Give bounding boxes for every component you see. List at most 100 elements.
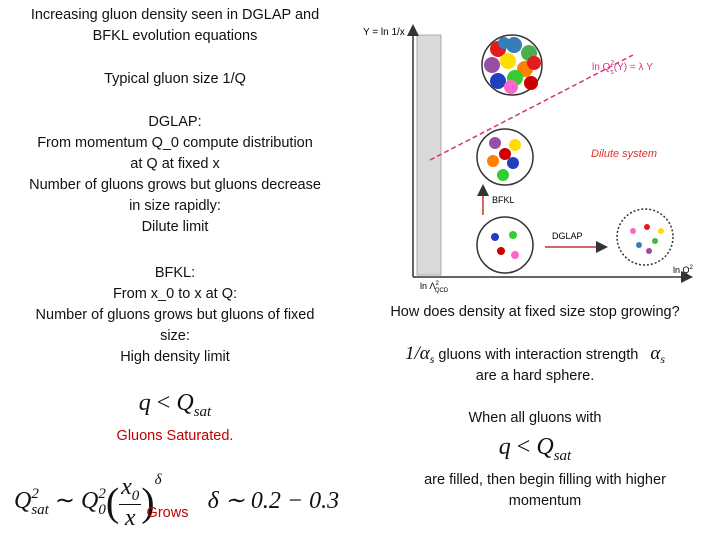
- math: sat: [193, 403, 212, 420]
- shaded-region: [416, 34, 442, 276]
- intro: Increasing gluon density seen in DGLAP a…: [0, 5, 350, 47]
- math: α: [650, 343, 661, 364]
- text-line: From momentum Q_0 compute distribution: [37, 135, 313, 151]
- gluon: [498, 37, 510, 49]
- text-line: DGLAP:: [148, 114, 202, 130]
- math: Q: [176, 390, 194, 416]
- saturation-line: [429, 54, 634, 161]
- gluon: [658, 228, 664, 234]
- x-axis-label: ln Q2: [673, 265, 694, 275]
- gluon: [507, 157, 519, 169]
- grows-label: Grows: [146, 505, 189, 521]
- gluon: [499, 148, 511, 160]
- text-line: From x_0 to x at Q:: [112, 286, 238, 302]
- math: q: [498, 434, 511, 460]
- math: 0: [98, 502, 106, 519]
- saturated-label: Gluons Saturated.: [116, 428, 234, 444]
- math: sat: [553, 447, 572, 464]
- math: ∼: [54, 488, 75, 514]
- saturation-line-label: ln Q2 s(Y) = λ Y: [592, 60, 653, 76]
- text-line: in size rapidly:: [129, 198, 221, 214]
- math: s: [429, 351, 435, 366]
- math: 1/α: [404, 343, 430, 364]
- gluon: [527, 56, 541, 70]
- math: δ ∼ 0.2 − 0.3: [207, 488, 340, 514]
- text-line: Number of gluons grows but gluons of fix…: [35, 307, 315, 323]
- math: 2: [98, 486, 106, 503]
- y-axis-label: Y = ln 1/x: [363, 27, 405, 38]
- math: x: [124, 504, 136, 531]
- gluon: [646, 248, 652, 254]
- text-line: Dilute limit: [141, 219, 209, 235]
- gluon: [509, 231, 517, 239]
- gluon: [484, 57, 500, 73]
- text-line: at Q at fixed x: [130, 156, 220, 172]
- text-line: Increasing gluon density seen in DGLAP a…: [30, 7, 320, 23]
- question: How does density at fixed size stop grow…: [390, 304, 680, 320]
- text-line: momentum: [508, 493, 582, 509]
- circle-outline: [616, 208, 674, 266]
- text-line: BFKL evolution equations: [92, 28, 258, 44]
- math: Q: [14, 488, 32, 514]
- gluon: [491, 233, 499, 241]
- filled-block: are filled, then begin filling with high…: [360, 470, 720, 512]
- text-line: Number of gluons grows but gluons decrea…: [29, 177, 321, 193]
- gluon: [504, 80, 518, 94]
- x-axis-start-label: ln Λ2 QCD: [420, 281, 449, 294]
- text-line: BFKL:: [154, 265, 196, 281]
- label-part: 2: [610, 60, 614, 67]
- diagram: Y = ln 1/x ln Q2 s(Y) = λ Y Dilute system…: [363, 24, 694, 294]
- gluon: [636, 242, 642, 248]
- dilute-label: Dilute system: [591, 148, 657, 160]
- label-part: 2: [436, 281, 440, 287]
- math: <: [156, 390, 171, 416]
- bfkl-block: BFKL: From x_0 to x at Q: Number of gluo…: [0, 263, 350, 368]
- math: Q: [80, 488, 99, 514]
- hard-sphere: are a hard sphere.: [475, 368, 595, 384]
- saturation-condition: q < Qsat: [350, 432, 720, 471]
- text: gluons with interaction strength: [434, 347, 643, 363]
- label-part: ln Q: [673, 265, 690, 275]
- math: s: [660, 351, 666, 366]
- gluon: [490, 73, 506, 89]
- alpha-line: 1/αs gluons with interaction strength αs: [350, 342, 720, 371]
- gluon: [497, 247, 505, 255]
- gluon: [652, 238, 658, 244]
- math: Q: [536, 434, 554, 460]
- dglap-block: DGLAP: From momentum Q_0 compute distrib…: [0, 112, 350, 238]
- label-part: ln Q: [592, 62, 611, 73]
- label-part: s: [610, 69, 614, 76]
- math: <: [516, 434, 531, 460]
- math: 0: [131, 487, 140, 504]
- text-line: are filled, then begin filling with high…: [424, 472, 666, 488]
- gluon: [506, 37, 522, 53]
- typical-size: Typical gluon size 1/Q: [104, 71, 246, 87]
- gluon: [487, 155, 499, 167]
- gluon: [509, 139, 521, 151]
- gluon: [489, 137, 501, 149]
- math: x: [121, 473, 132, 500]
- math: sat: [31, 502, 49, 519]
- text-line: High density limit: [120, 349, 230, 365]
- saturation-scale: Q 2 sat ∼ Q 2 0(x0 x)δ δ ∼ 0.2 − 0.3: [14, 472, 340, 531]
- text-line: size:: [160, 328, 190, 344]
- gluon: [497, 169, 509, 181]
- when-line: When all gluons with: [468, 410, 602, 426]
- math: δ: [154, 472, 162, 488]
- saturation-condition: q < Qsat: [0, 388, 350, 427]
- label-part: (Y) = λ Y: [614, 62, 654, 73]
- gluon: [500, 53, 516, 69]
- gluon-circles: [476, 34, 674, 274]
- math: 2: [31, 486, 39, 503]
- gluon: [630, 228, 636, 234]
- bfkl-label: BFKL: [492, 195, 515, 205]
- circle-outline: [476, 216, 534, 274]
- gluon: [524, 76, 538, 90]
- gluon: [511, 251, 519, 259]
- label-part: QCD: [435, 288, 449, 294]
- math: q: [138, 390, 151, 416]
- label-part: ln Λ: [420, 281, 436, 291]
- label-part: 2: [690, 265, 694, 271]
- gluon: [644, 224, 650, 230]
